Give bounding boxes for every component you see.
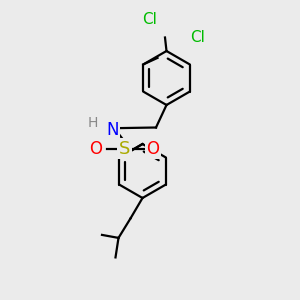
Text: Cl: Cl	[190, 30, 206, 45]
Text: Cl: Cl	[142, 12, 158, 27]
Text: O: O	[89, 140, 103, 158]
Text: S: S	[119, 140, 130, 158]
Text: O: O	[146, 140, 160, 158]
Text: H: H	[88, 116, 98, 130]
Text: N: N	[106, 121, 119, 139]
